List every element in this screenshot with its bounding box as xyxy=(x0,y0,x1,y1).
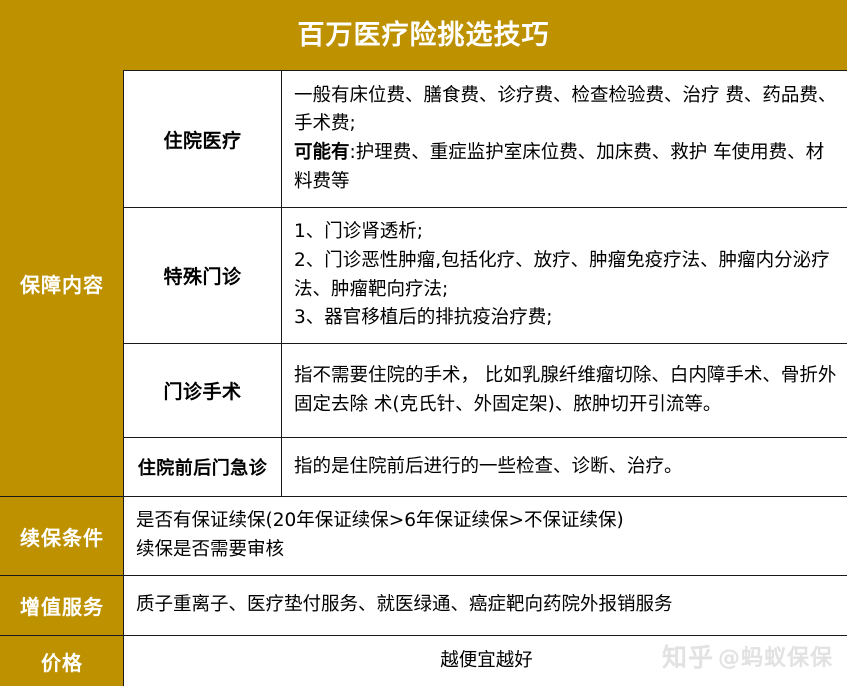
table-row: 增值服务 质子重离子、医疗垫付服务、就医绿通、癌症靶向药院外报销服务 xyxy=(0,575,847,636)
content-line: 指不需要住院的手术， 比如乳腺纤维瘤切除、白内障手术、骨折外固定去除 术(克氏针… xyxy=(294,364,837,415)
cell-renewal-conditions-content: 是否有保证续保(20年保证续保>6年保证续保>不保证续保) 续保是否需要审核 xyxy=(123,496,847,576)
content-bold-lead: 可能有 xyxy=(294,142,350,163)
table-row: 续保条件 是否有保证续保(20年保证续保>6年保证续保>不保证续保) 续保是否需… xyxy=(0,496,847,576)
content-line: 指的是住院前后进行的一些检查、诊断、治疗。 xyxy=(294,455,683,477)
content-line: 2、门诊恶性肿瘤,包括化疗、放疗、肿瘤免疫疗法、肿瘤内分泌疗法、肿瘤靶向疗法; xyxy=(294,249,830,300)
cell-outpatient-surgery-content: 指不需要住院的手术， 比如乳腺纤维瘤切除、白内障手术、骨折外固定去除 术(克氏针… xyxy=(281,343,847,438)
content-line: 1、门诊肾透析; xyxy=(294,221,424,243)
content-line: 是否有保证续保(20年保证续保>6年保证续保>不保证续保) xyxy=(136,510,624,532)
table-row: 特殊门诊 1、门诊肾透析; 2、门诊恶性肿瘤,包括化疗、放疗、肿瘤免疫疗法、肿瘤… xyxy=(1,207,847,344)
page-title: 百万医疗险挑选技巧 xyxy=(297,19,550,51)
sublabel-outpatient-surgery: 门诊手术 xyxy=(123,343,282,438)
cell-value-added-services-content: 质子重离子、医疗垫付服务、就医绿通、癌症靶向药院外报销服务 xyxy=(123,575,847,636)
content-line: 3、器官移植后的排抗疫治疗费; xyxy=(294,307,553,329)
row-label-coverage: 保障内容 xyxy=(0,70,124,497)
cell-price-content: 越便宜越好 xyxy=(123,635,847,686)
content-line: 质子重离子、医疗垫付服务、就医绿通、癌症靶向药院外报销服务 xyxy=(136,594,673,616)
row-label-price: 价格 xyxy=(0,635,124,686)
sublabel-pre-post-hospital-emergency: 住院前后门急诊 xyxy=(123,437,282,497)
page-header-band: 百万医疗险挑选技巧 xyxy=(0,0,847,70)
insurance-comparison-table: 保障内容 住院医疗 一般有床位费、膳食费、诊疗费、检查检验费、治疗 费、药品费、… xyxy=(0,70,847,686)
table-row: 保障内容 住院医疗 一般有床位费、膳食费、诊疗费、检查检验费、治疗 费、药品费、… xyxy=(0,70,847,497)
table-row: 住院前后门急诊 指的是住院前后进行的一些检查、诊断、治疗。 xyxy=(1,437,847,497)
cell-pre-post-hospital-emergency-content: 指的是住院前后进行的一些检查、诊断、治疗。 xyxy=(281,437,847,497)
cell-inpatient-medical-content: 一般有床位费、膳食费、诊疗费、检查检验费、治疗 费、药品费、手术费; 可能有:护… xyxy=(281,70,847,208)
content-line: 越便宜越好 xyxy=(440,649,533,671)
row-label-value-added-services: 增值服务 xyxy=(0,575,124,636)
content-paragraph: 一般有床位费、膳食费、诊疗费、检查检验费、治疗 费、药品费、手术费; xyxy=(294,84,837,135)
row-label-renewal-conditions: 续保条件 xyxy=(0,496,124,576)
table-row: 门诊手术 指不需要住院的手术， 比如乳腺纤维瘤切除、白内障手术、骨折外固定去除 … xyxy=(1,343,847,438)
cell-special-outpatient-content: 1、门诊肾透析; 2、门诊恶性肿瘤,包括化疗、放疗、肿瘤免疫疗法、肿瘤内分泌疗法… xyxy=(281,207,847,344)
table-row: 价格 越便宜越好 xyxy=(0,635,847,686)
sublabel-inpatient-medical: 住院医疗 xyxy=(123,70,282,208)
content-paragraph: 可能有:护理费、重症监护室床位费、加床费、救护 车使用费、材料费等 xyxy=(294,142,825,192)
sublabel-special-outpatient: 特殊门诊 xyxy=(123,207,282,344)
content-line: 续保是否需要审核 xyxy=(136,539,285,560)
